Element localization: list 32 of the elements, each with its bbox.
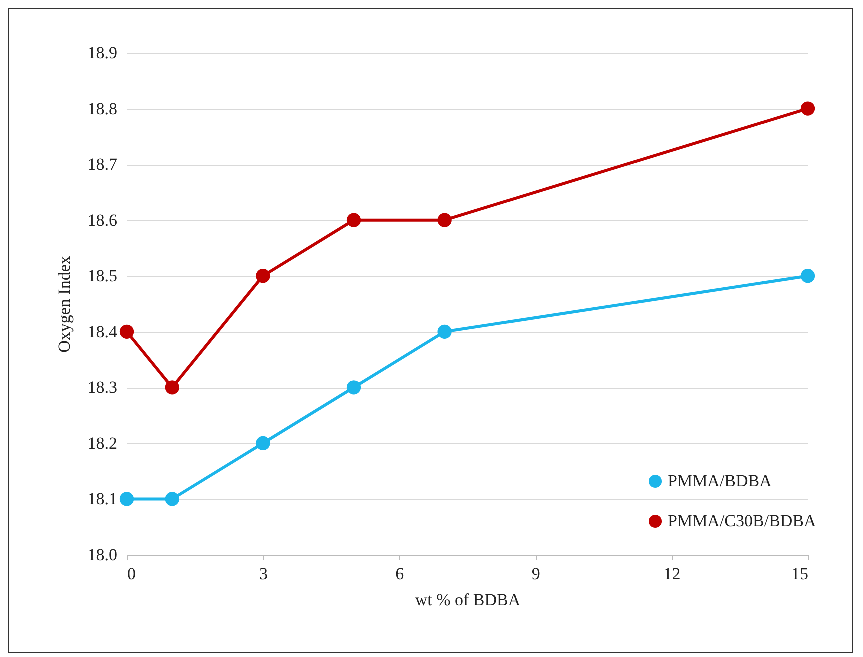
y-axis-title: Oxygen Index: [54, 256, 74, 353]
y-tick-label: 18.2: [88, 434, 118, 453]
legend-label: PMMA/C30B/BDBA: [668, 512, 818, 530]
y-tick-label: 18.7: [88, 155, 118, 174]
point: [346, 213, 362, 228]
y-tick-label: 18.0: [88, 546, 118, 564]
y-tick-label: 18.8: [88, 99, 118, 118]
y-tick-label: 18.5: [88, 266, 118, 286]
point: [800, 102, 816, 116]
y-tick-label: 18.4: [88, 322, 118, 342]
legend-label: PMMA/BDBA: [668, 472, 773, 490]
y-tick-label: 18.3: [88, 378, 118, 398]
point: [256, 436, 270, 450]
y-tick-label: 18.9: [88, 44, 118, 62]
x-tick-label: 15: [792, 564, 808, 584]
point: [438, 324, 452, 339]
y-tick-label: 18.6: [88, 210, 118, 230]
point: [165, 492, 180, 506]
point: [165, 380, 180, 395]
point: [120, 324, 134, 339]
point: [438, 213, 452, 228]
x-axis-title: wt % of BDBA: [415, 590, 522, 610]
point: [346, 380, 362, 395]
x-tick-label: 3: [259, 564, 268, 584]
x-tick-label: 0: [128, 564, 136, 584]
point: [256, 269, 270, 284]
x-tick-label: 12: [664, 564, 681, 584]
y-tick-label: 18.1: [88, 490, 118, 509]
point: [120, 492, 134, 506]
x-tick-label: 6: [396, 564, 404, 584]
point: [800, 269, 816, 284]
x-tick-label: 9: [532, 564, 540, 584]
